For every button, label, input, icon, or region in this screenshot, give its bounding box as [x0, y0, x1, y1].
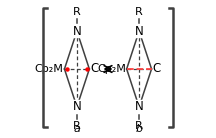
Text: R: R — [135, 121, 143, 131]
Text: R: R — [135, 7, 143, 17]
Text: Cp₂M: Cp₂M — [35, 64, 64, 74]
Text: C: C — [152, 63, 161, 75]
Text: R: R — [73, 7, 81, 17]
Text: N: N — [73, 25, 81, 38]
Text: b: b — [135, 124, 143, 134]
Text: N: N — [73, 100, 81, 113]
Text: a: a — [73, 124, 80, 134]
Text: Cp₂M: Cp₂M — [97, 64, 126, 74]
Text: N: N — [135, 100, 143, 113]
Text: C: C — [90, 63, 98, 75]
Text: N: N — [135, 25, 143, 38]
Text: R: R — [73, 121, 81, 131]
